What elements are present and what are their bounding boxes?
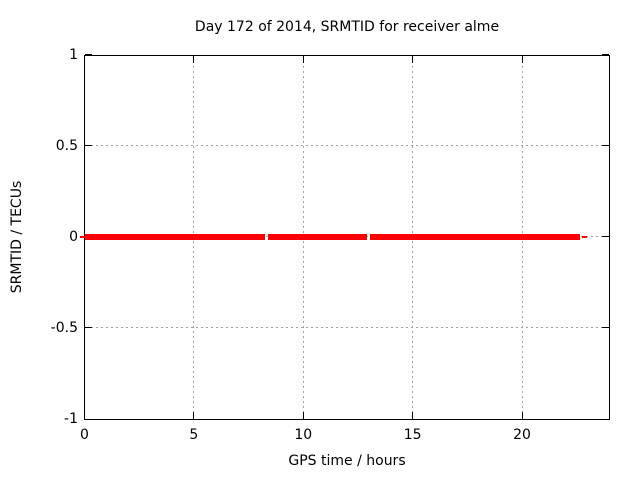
x-tick-label: 5 <box>189 427 199 443</box>
y-tick-mark-right <box>602 145 609 147</box>
chart-title: Day 172 of 2014, SRMTID for receiver alm… <box>194 19 500 35</box>
x-tick-mark-bottom <box>193 411 195 419</box>
y-tick-label: 1 <box>69 46 78 63</box>
y-tick-mark-left <box>85 418 92 420</box>
data-line-thin-mark <box>581 235 587 238</box>
y-tick-mark-left <box>85 145 92 147</box>
x-tick-mark-top <box>193 55 195 63</box>
y-tick-mark-right <box>602 54 609 55</box>
x-tick-label: 0 <box>80 427 89 443</box>
y-tick-mark-left <box>85 327 92 329</box>
y-tick-mark-left <box>85 54 92 55</box>
x-tick-label: 15 <box>403 427 422 443</box>
x-tick-mark-top <box>84 55 85 63</box>
x-tick-mark-top <box>521 55 523 63</box>
x-tick-mark-bottom <box>412 411 414 419</box>
gridline-horizontal <box>85 327 609 329</box>
data-line-thin-mark <box>79 235 85 238</box>
y-tick-mark-right <box>602 327 609 329</box>
data-line-segment <box>369 233 580 240</box>
x-tick-mark-bottom <box>521 411 523 419</box>
y-tick-mark-right <box>602 236 609 238</box>
gridline-horizontal <box>85 145 609 147</box>
y-tick-label: -0.5 <box>50 319 78 336</box>
data-line-segment <box>84 233 265 240</box>
y-tick-label: -1 <box>64 411 78 427</box>
y-tick-label: 0 <box>69 228 78 245</box>
y-tick-label: 0.5 <box>55 137 78 154</box>
x-tick-mark-bottom <box>302 411 304 419</box>
y-tick-mark-right <box>602 418 609 420</box>
x-axis-label: GPS time / hours <box>288 453 406 469</box>
x-tick-label: 10 <box>294 427 313 443</box>
x-tick-label: 20 <box>513 427 531 443</box>
x-tick-mark-top <box>412 55 414 63</box>
data-line-segment <box>267 233 367 240</box>
x-tick-mark-top <box>302 55 304 63</box>
x-tick-mark-bottom <box>84 411 85 419</box>
